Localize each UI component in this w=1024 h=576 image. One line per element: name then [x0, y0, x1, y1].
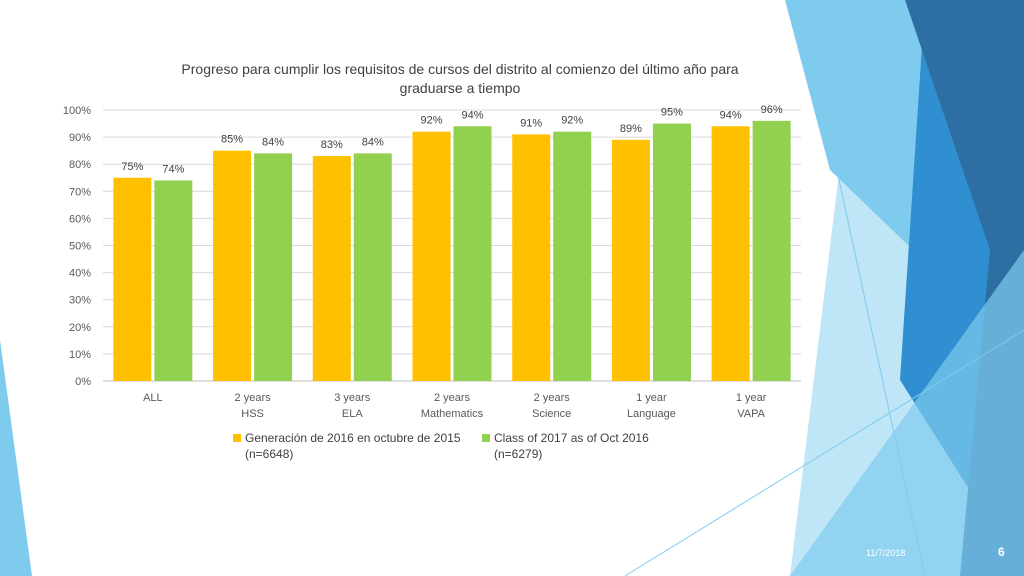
y-tick-label: 10% [69, 349, 91, 361]
bar-2016 [213, 150, 252, 381]
data-label: 92% [561, 115, 583, 127]
y-tick-label: 80% [69, 159, 91, 171]
slide-page-number: 6 [998, 545, 1005, 559]
bar-2016 [611, 139, 650, 381]
legend-swatch-2017 [482, 434, 490, 442]
data-label: 94% [461, 109, 483, 121]
data-label: 96% [761, 104, 783, 116]
legend-swatch-2016 [233, 434, 241, 442]
decor-line-2 [624, 329, 1024, 576]
x-tick-label: 1 year [636, 392, 667, 404]
bar-2016 [711, 126, 750, 381]
x-tick-label: 1 year [736, 392, 767, 404]
bar-2016 [512, 134, 551, 381]
decor-line-1 [799, 0, 926, 576]
bar-2017 [353, 153, 392, 381]
y-tick-label: 0% [75, 376, 91, 388]
bar-2017 [553, 131, 592, 381]
data-label: 83% [321, 139, 343, 151]
data-label: 75% [121, 161, 143, 173]
x-tick-label: ELA [342, 408, 363, 420]
x-tick-label: Language [627, 408, 676, 420]
data-label: 92% [420, 115, 442, 127]
y-tick-label: 70% [69, 186, 91, 198]
y-tick-label: 40% [69, 268, 91, 280]
y-tick-label: 90% [69, 132, 91, 144]
y-tick-label: 20% [69, 322, 91, 334]
chart-title-line-1: Progreso para cumplir los requisitos de … [181, 61, 739, 77]
legend-label-2017-line-2: (n=6279) [494, 447, 543, 461]
x-tick-label: Mathematics [421, 408, 484, 420]
x-tick-label: VAPA [737, 408, 765, 420]
x-tick-label: ALL [143, 392, 163, 404]
bar-2017 [254, 153, 293, 381]
data-label: 74% [162, 163, 184, 175]
bar-2016 [412, 131, 451, 381]
y-tick-label: 30% [69, 295, 91, 307]
bar-2017 [154, 180, 193, 381]
x-tick-label: HSS [241, 408, 264, 420]
chart-title-line-2: graduarse a tiempo [399, 80, 521, 96]
data-label: 84% [362, 136, 384, 148]
x-tick-label: 2 years [434, 392, 471, 404]
decor-light-wedge [790, 250, 1024, 576]
data-label: 89% [620, 123, 642, 135]
data-label: 94% [720, 109, 742, 121]
legend-label-2016-line-1: Generación de 2016 en octubre de 2015 [245, 431, 461, 445]
legend-label-2017-line-1: Class of 2017 as of Oct 2016 [494, 431, 649, 445]
x-tick-label: 3 years [334, 392, 371, 404]
y-tick-label: 50% [69, 241, 91, 253]
bar-2016 [312, 156, 351, 381]
x-tick-label: 2 years [534, 392, 571, 404]
x-tick-label: 2 years [235, 392, 272, 404]
y-tick-label: 100% [63, 105, 91, 117]
bar-2017 [752, 120, 791, 381]
y-tick-label: 60% [69, 213, 91, 225]
bar-2016 [113, 177, 152, 381]
bar-2017 [453, 126, 492, 381]
legend-label-2016-line-2: (n=6648) [245, 447, 294, 461]
x-tick-label: Science [532, 408, 571, 420]
data-label: 84% [262, 136, 284, 148]
slide-date: 11/7/2018 [866, 548, 906, 558]
data-label: 85% [221, 134, 243, 146]
data-label: 95% [661, 107, 683, 119]
bar-2017 [652, 123, 691, 382]
decor-left-corner [0, 340, 32, 576]
data-label: 91% [520, 117, 542, 129]
